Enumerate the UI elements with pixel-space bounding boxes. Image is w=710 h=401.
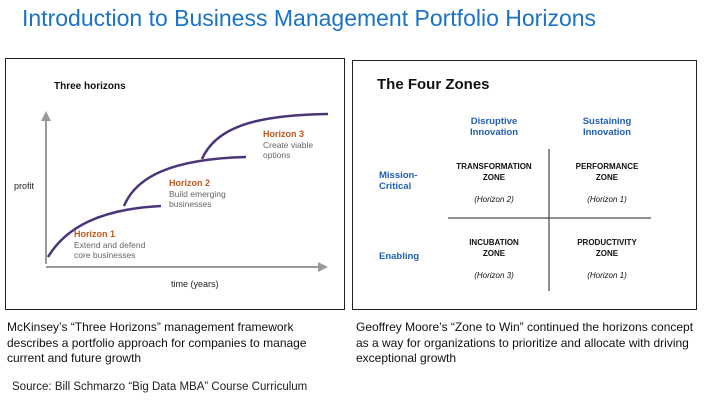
col-header-sustaining: Sustaining [583,116,632,127]
zone-transformation-title: TRANSFORMATION [456,162,532,171]
zone-performance-title-line2: ZONE [596,173,619,182]
zone-productivity-title: PRODUCTIVITY [577,238,637,247]
zone-transformation-title-line2: ZONE [483,173,506,182]
zone-transformation-horizon: (Horizon 2) [474,195,514,204]
y-axis-arrow-icon [41,111,51,121]
zone-productivity-horizon: (Horizon 1) [587,271,627,280]
col-header-disruptive-line2: Innovation [470,127,518,138]
horizon-2-title: Horizon 2 [169,178,210,188]
zone-performance-horizon: (Horizon 1) [587,195,627,204]
three-horizons-heading: Three horizons [54,81,126,92]
three-horizons-panel: Three horizons profit time (years) Horiz… [5,58,345,310]
four-zones-heading: The Four Zones [377,76,490,93]
row-header-mission-critical: Mission- [379,170,418,181]
horizon-3-curve [200,112,329,160]
four-zones-panel: The Four Zones Disruptive Innovation Sus… [352,60,697,310]
horizon-3-desc-line2: options [263,150,290,160]
horizon-1-desc-line1: Extend and defend [74,240,146,250]
horizon-1-title: Horizon 1 [74,229,115,239]
row-header-enabling: Enabling [379,251,419,262]
zone-productivity-title-line2: ZONE [596,249,619,258]
three-horizons-caption: McKinsey’s “Three Horizons” management f… [7,320,307,365]
horizon-2-curve [122,155,247,207]
horizon-1-desc-line2: core businesses [74,250,135,260]
three-horizons-diagram: Three horizons profit time (years) Horiz… [14,81,329,289]
x-axis-arrow-icon [318,262,328,272]
y-axis-label: profit [14,181,35,191]
zone-incubation-horizon: (Horizon 3) [474,271,514,280]
col-header-disruptive: Disruptive [471,116,517,127]
slide-title: Introduction to Business Management Port… [22,5,597,31]
horizon-3-title: Horizon 3 [263,129,304,139]
source-citation: Source: Bill Schmarzo “Big Data MBA” Cou… [12,381,308,393]
horizon-2-desc-line2: businesses [169,199,212,209]
four-zones-caption: Geoffrey Moore’s “Zone to Win” continued… [356,320,694,365]
four-zones-diagram: The Four Zones Disruptive Innovation Sus… [377,76,651,291]
zone-incubation-title-line2: ZONE [483,249,506,258]
col-header-sustaining-line2: Innovation [583,127,631,138]
horizon-2-desc-line1: Build emerging [169,189,226,199]
x-axis-label: time (years) [171,279,219,289]
horizon-1-curve [46,204,162,258]
zone-performance-title: PERFORMANCE [576,162,639,171]
row-header-mission-critical-line2: Critical [379,181,411,192]
zone-incubation-title: INCUBATION [469,238,519,247]
horizon-3-desc-line1: Create viable [263,140,313,150]
